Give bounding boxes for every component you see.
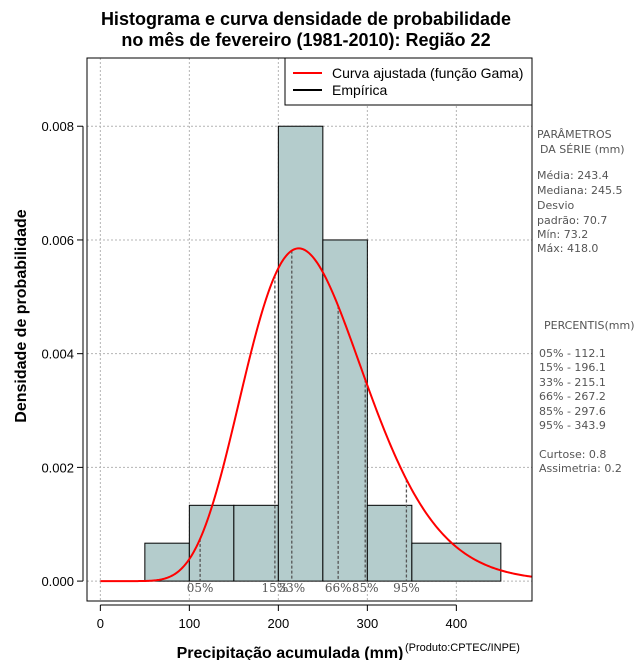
y-tick-label-1: 0.002 xyxy=(41,460,74,475)
chart-title-line-1: Histograma e curva densidade de probabil… xyxy=(101,9,511,29)
chart-title-line-2: no mês de fevereiro (1981-2010): Região … xyxy=(121,30,490,50)
percentile-marker-label-2: 33% xyxy=(278,581,305,595)
percentile-15: 15% - 196.1 xyxy=(539,361,606,374)
x-tick-label-3: 300 xyxy=(356,616,378,631)
histogram-bar-5 xyxy=(366,504,413,582)
gamma-curve-layer xyxy=(100,247,532,583)
legend: Curva ajustada (função Gama) Empírica xyxy=(284,57,533,106)
percentile-33: 33% - 215.1 xyxy=(539,376,606,389)
percentile-marker-label-5: 95% xyxy=(393,581,420,595)
percentile-marker-label-3: 66% xyxy=(325,581,352,595)
histogram-bar-2 xyxy=(233,504,279,582)
y-tick-label-3: 0.006 xyxy=(41,233,74,248)
y-tick-label-2: 0.004 xyxy=(41,347,74,362)
param-max: Máx: 418.0 xyxy=(537,242,598,255)
side-panel-percentiles: PERCENTIS(mm) 05% - 112.1 15% - 196.1 33… xyxy=(539,319,635,475)
histogram-bar-1 xyxy=(188,504,235,582)
x-axis-credit: (Produto:CPTEC/INPE) xyxy=(405,642,520,654)
percentile-marker-label-4: 85% xyxy=(352,581,379,595)
legend-label-curve: Curva ajustada (função Gama) xyxy=(332,65,523,81)
legend-label-empirical: Empírica xyxy=(332,82,387,98)
percentile-85: 85% - 297.6 xyxy=(539,405,606,418)
x-axis: 0 100 200 300 400 xyxy=(97,604,467,631)
histogram-bar-3 xyxy=(277,125,324,582)
params-title-2: DA SÉRIE (mm) xyxy=(540,143,625,156)
y-tick-label-4: 0.008 xyxy=(41,119,74,134)
histogram-bar-0 xyxy=(144,542,190,582)
percentile-95: 95% - 343.9 xyxy=(539,419,606,432)
x-tick-label-0: 0 xyxy=(97,616,104,631)
percentis-title: PERCENTIS(mm) xyxy=(544,319,635,332)
percentile-05: 05% - 112.1 xyxy=(539,347,606,360)
y-axis-title: Densidade de probabilidade xyxy=(13,209,30,422)
histogram-bars xyxy=(144,125,502,582)
side-panel-parameters: PARÂMETROS DA SÉRIE (mm) Média: 243.4 Me… xyxy=(537,128,625,255)
param-mediana: Mediana: 245.5 xyxy=(537,184,622,197)
y-axis: 0.000 0.002 0.004 0.006 0.008 xyxy=(41,119,84,589)
param-desvio-2: padrão: 70.7 xyxy=(537,214,607,227)
percentile-marker-label-0: 05% xyxy=(187,581,214,595)
x-tick-label-1: 100 xyxy=(178,616,200,631)
x-tick-label-4: 400 xyxy=(445,616,467,631)
y-tick-label-0: 0.000 xyxy=(41,574,74,589)
params-title-1: PARÂMETROS xyxy=(537,128,612,141)
gamma-curve xyxy=(100,247,532,583)
histogram-bar-4 xyxy=(322,239,368,582)
param-desvio-1: Desvio xyxy=(537,199,575,212)
param-min: Mín: 73.2 xyxy=(537,228,588,241)
stat-curtose: Curtose: 0.8 xyxy=(539,448,606,461)
percentile-markers: 05% 15%33% 66% 85% 95% xyxy=(187,250,420,595)
legend-box xyxy=(284,57,533,106)
histogram-bar-6 xyxy=(411,542,502,582)
x-axis-title: Precipitação acumulada (mm) xyxy=(177,645,404,660)
x-tick-label-2: 200 xyxy=(267,616,289,631)
stat-assimetria: Assimetria: 0.2 xyxy=(539,462,622,475)
percentile-66: 66% - 267.2 xyxy=(539,390,606,403)
percentile-marker-label-1: 15% xyxy=(262,581,289,595)
param-media: Média: 243.4 xyxy=(537,169,609,182)
